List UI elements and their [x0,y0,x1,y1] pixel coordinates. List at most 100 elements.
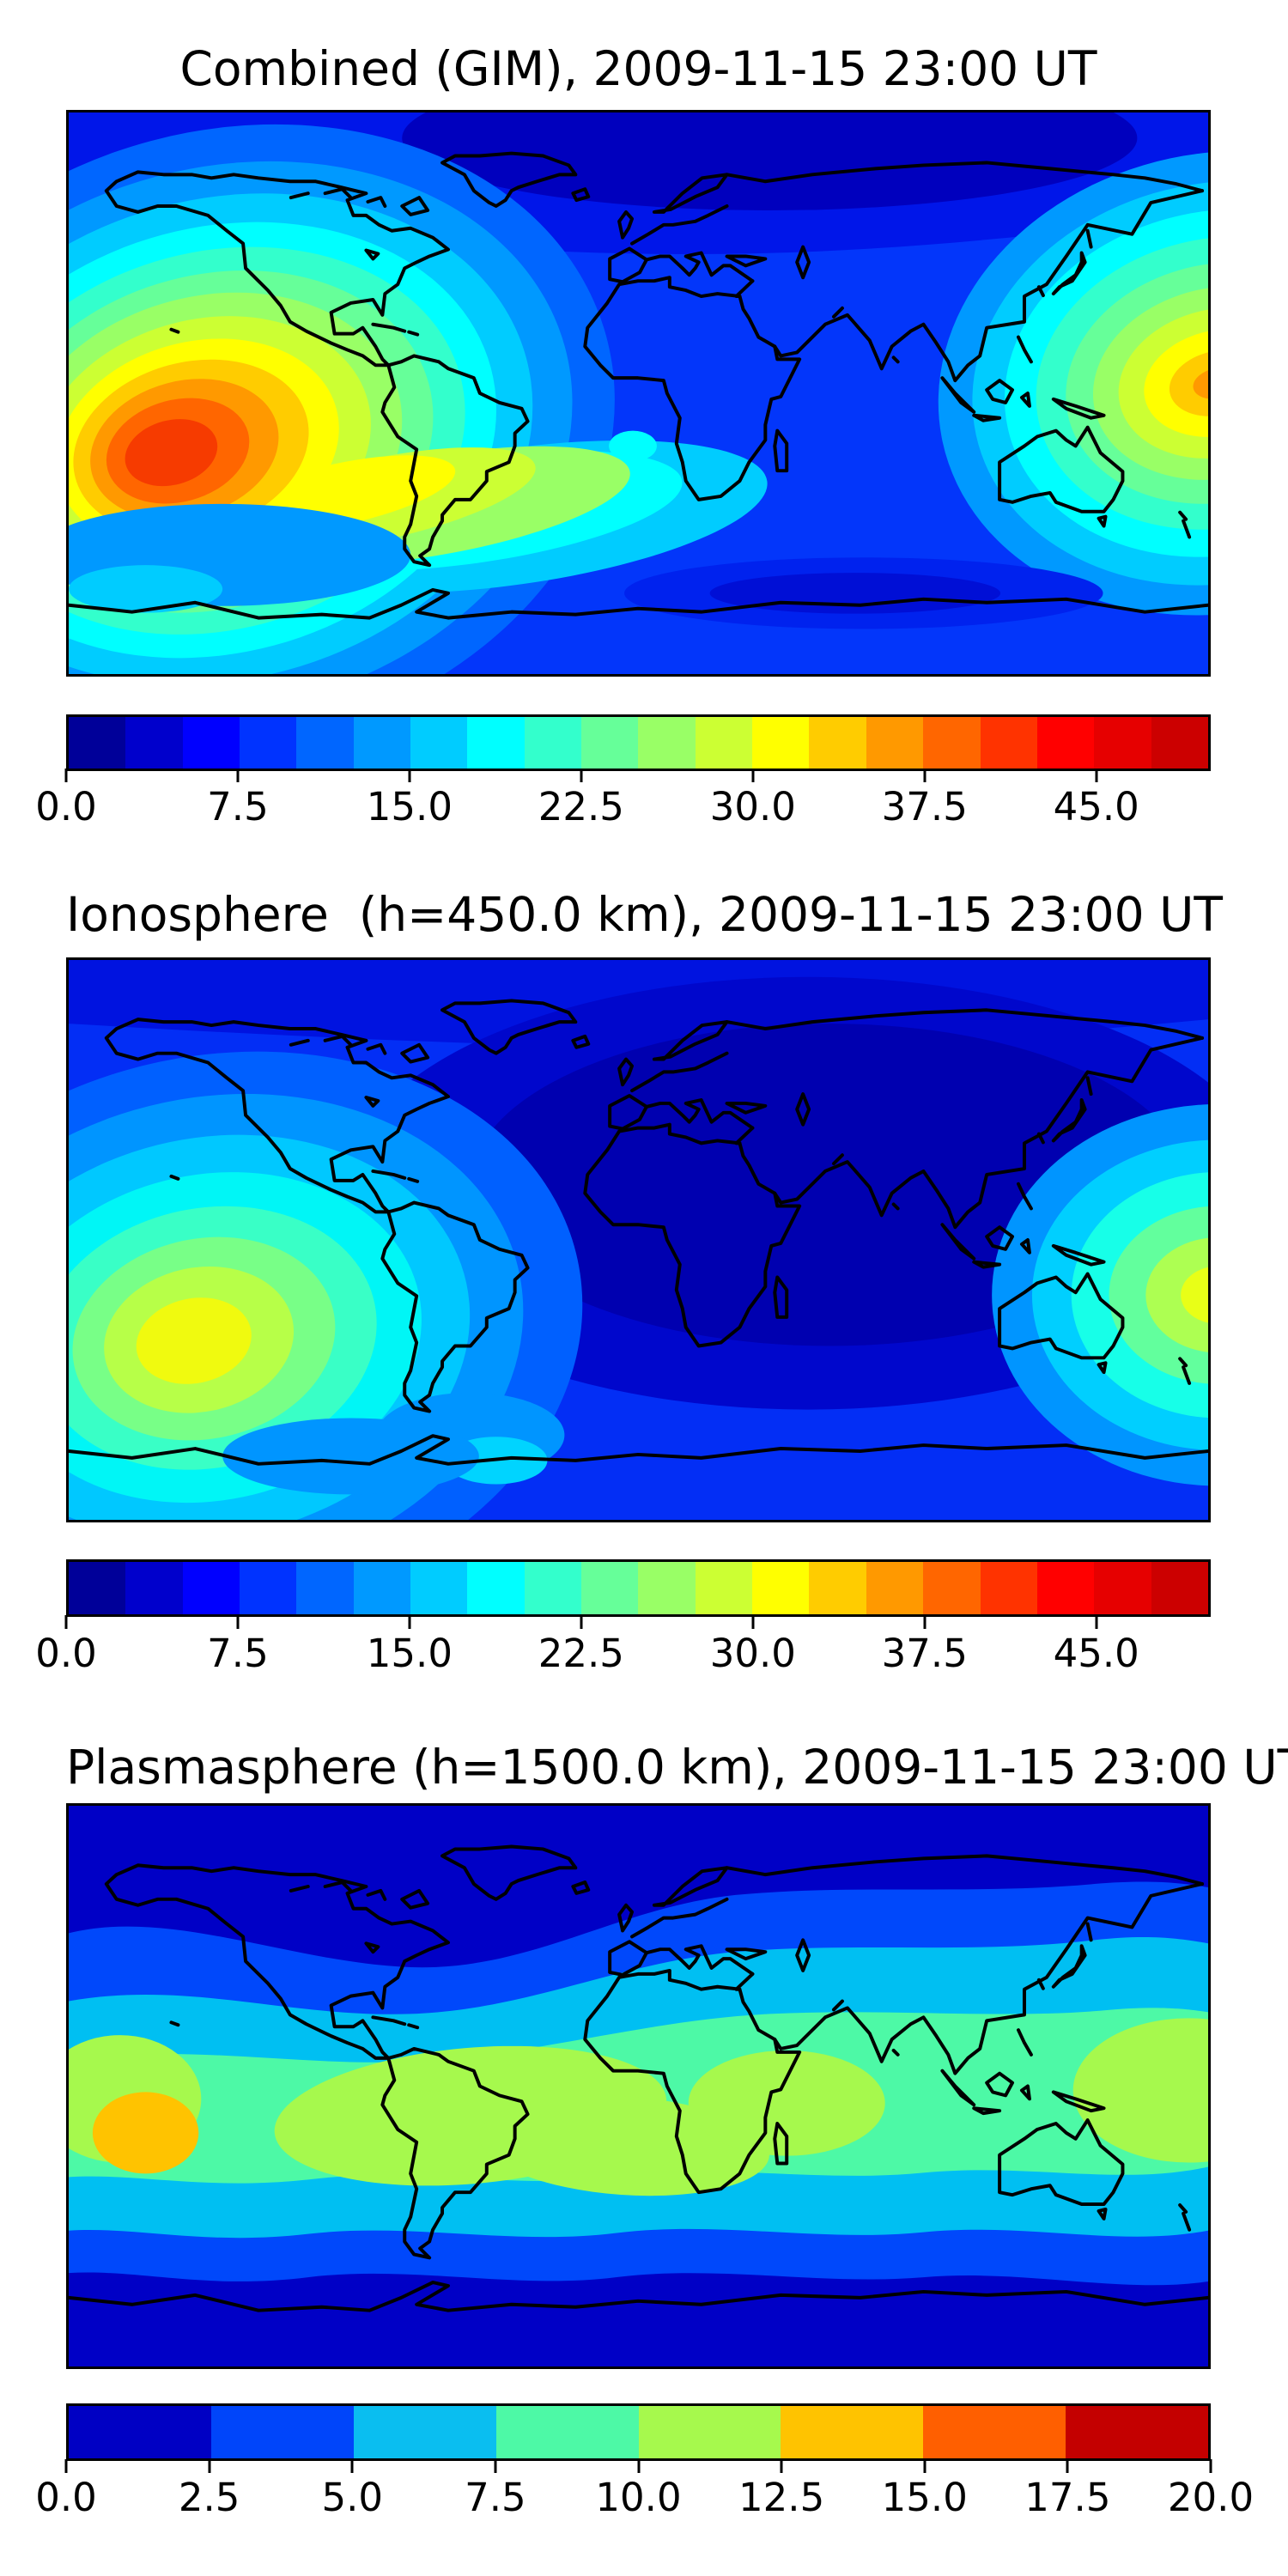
colorbar-segment [296,1562,354,1614]
colorbar-segment [353,717,411,769]
colorbar-segment [353,1562,411,1614]
colorbar-tick-label: 7.5 [465,2475,526,2520]
colorbar-tick-mark [1095,769,1098,782]
colorbar-tick-label: 5.0 [321,2475,384,2520]
colorbar-tick-label: 20.0 [1167,2475,1255,2520]
colorbar-tick-mark [408,1615,411,1629]
colorbar-tick-label: 7.5 [207,784,269,829]
colorbar-segment [240,1562,297,1614]
colorbar-tick-mark [64,769,68,782]
panel2-world-map-ionosphere [66,957,1211,1522]
colorbar-tick-label: 12.5 [738,2475,825,2520]
colorbar-tick-mark [923,2459,927,2473]
colorbar-tick-mark [350,2459,354,2473]
colorbar-tick-mark [580,1615,583,1629]
colorbar-tick-label: 15.0 [881,2475,968,2520]
colorbar-segment [410,1562,468,1614]
colorbar-segment [866,717,924,769]
colorbar-segment [69,717,126,769]
contour-map-combined [69,112,1208,674]
colorbar-segment [1036,717,1095,769]
colorbar-segment [1151,717,1208,769]
colorbar-tick-label: 45.0 [1053,784,1139,829]
colorbar-tick-mark [208,2459,211,2473]
colorbar-tick-mark [494,2459,497,2473]
colorbar-segment [296,717,354,769]
colorbar-segment [980,717,1037,769]
colorbar-segment [638,1562,696,1614]
panel3-title: Plasmasphere (h=1500.0 km), 2009-11-15 2… [66,1740,1288,1795]
colorbar-tick-label: 0.0 [35,1631,97,1676]
colorbar-segment [524,1562,582,1614]
colorbar-segment [695,1562,753,1614]
colorbar-segment [809,717,866,769]
panel2-colorbar [66,1559,1211,1617]
colorbar-segment [923,1562,981,1614]
colorbar-tick-label: 15.0 [366,784,453,829]
colorbar-segment [581,717,639,769]
colorbar-segment [809,1562,866,1614]
colorbar-segment [1151,1562,1208,1614]
colorbar-tick-mark [751,769,755,782]
colorbar-tick-mark [64,2459,68,2473]
colorbar-segment [467,1562,525,1614]
colorbar-segment [923,717,981,769]
colorbar-segment [581,1562,639,1614]
colorbar-segment [182,717,240,769]
colorbar-segment [923,2406,1066,2458]
colorbar-segment [467,717,525,769]
colorbar-tick-mark [236,1615,240,1629]
colorbar-tick-label: 17.5 [1024,2475,1111,2520]
colorbar-segment [210,2406,354,2458]
contour-map-ionosphere [69,960,1208,1520]
colorbar-tick-label: 15.0 [366,1631,453,1676]
panel1-world-map-combined-gim [66,110,1211,677]
colorbar-segment [69,1562,126,1614]
colorbar-segment [638,717,696,769]
colorbar-segment [69,2406,211,2458]
colorbar-tick-mark [637,2459,640,2473]
colorbar-segment [125,1562,183,1614]
colorbar-segment [638,2406,781,2458]
colorbar-tick-mark [923,769,927,782]
panel1-title: Combined (GIM), 2009-11-15 23:00 UT [179,41,1097,96]
contour-map-plasmasphere [69,1806,1208,2366]
colorbar-tick-mark [923,1615,927,1629]
colorbar-tick-label: 30.0 [709,784,796,829]
colorbar-tick-label: 30.0 [709,1631,796,1676]
colorbar-tick-label: 7.5 [207,1631,269,1676]
colorbar-segment [1094,1562,1151,1614]
colorbar-segment [125,717,183,769]
colorbar-tick-mark [751,1615,755,1629]
colorbar-tick-mark [64,1615,68,1629]
panel3-colorbar-ticks: 0.0 2.5 5.0 7.5 10.0 12.5 15.0 17.5 20.0 [35,2459,1254,2524]
colorbar-tick-mark [408,769,411,782]
colorbar-segment [240,717,297,769]
colorbar-tick-label: 2.5 [178,2475,240,2520]
colorbar-segment [695,717,753,769]
panel1-colorbar-ticks: 0.0 7.5 15.0 22.5 30.0 37.5 45.0 [35,769,1211,833]
panel2-colorbar-ticks: 0.0 7.5 15.0 22.5 30.0 37.5 45.0 [35,1615,1211,1680]
colorbar-tick-label: 37.5 [881,784,968,829]
colorbar-tick-mark [1095,1615,1098,1629]
colorbar-tick-mark [236,769,240,782]
colorbar-tick-label: 37.5 [881,1631,968,1676]
colorbar-segment [495,2406,639,2458]
colorbar-tick-mark [580,769,583,782]
colorbar-segment [524,717,582,769]
colorbar-tick-label: 45.0 [1053,1631,1139,1676]
colorbar-segment [752,1562,810,1614]
colorbar-segment [781,2406,924,2458]
colorbar-tick-label: 10.0 [595,2475,682,2520]
panel3-colorbar [66,2403,1211,2461]
panel3-world-map-plasmasphere [66,1803,1211,2369]
colorbar-segment [1066,2406,1208,2458]
colorbar-segment [182,1562,240,1614]
colorbar-tick-mark [1066,2459,1069,2473]
panel2-title: Ionosphere (h=450.0 km), 2009-11-15 23:0… [66,887,1223,942]
colorbar-tick-label: 0.0 [35,784,97,829]
colorbar-tick-label: 0.0 [35,2475,97,2520]
colorbar-tick-label: 22.5 [538,784,624,829]
colorbar-segment [980,1562,1037,1614]
